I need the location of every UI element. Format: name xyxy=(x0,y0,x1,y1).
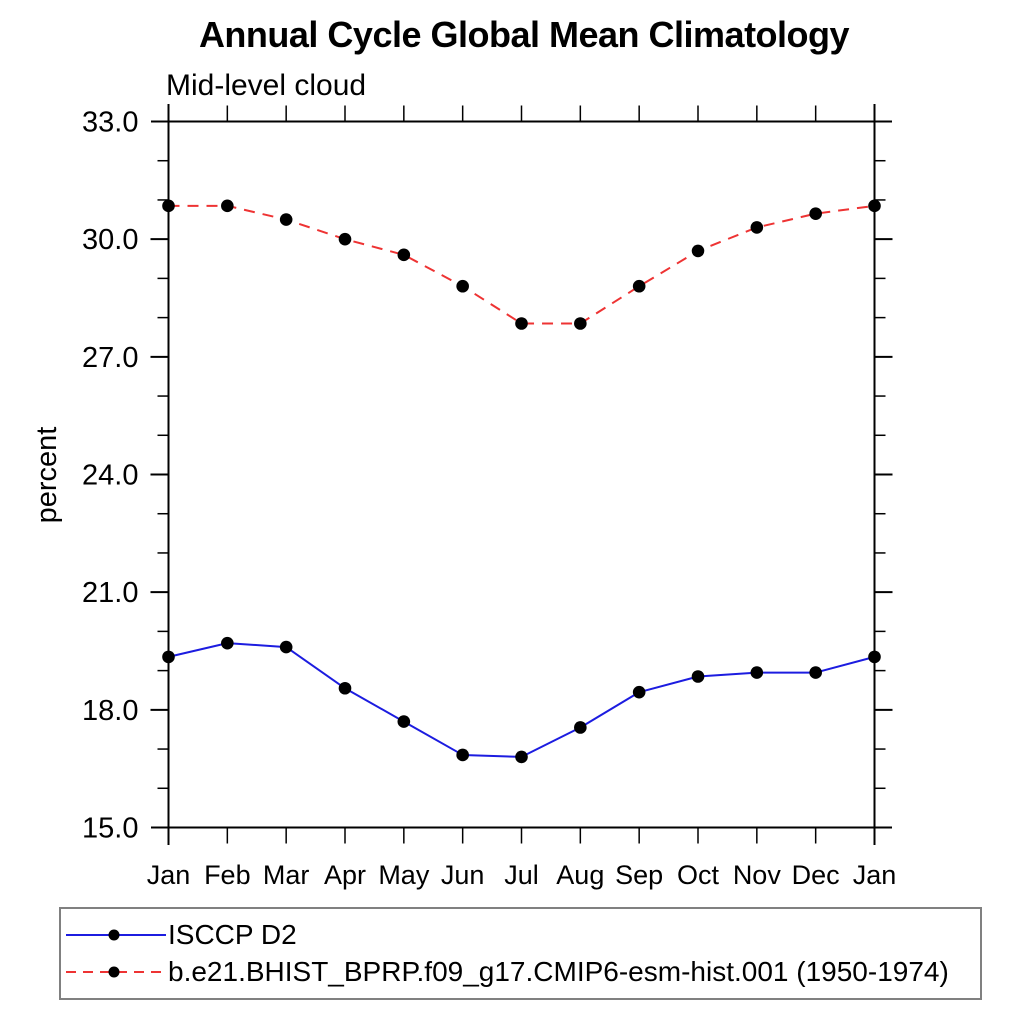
legend-label: ISCCP D2 xyxy=(168,919,297,950)
data-point-marker-s1 xyxy=(809,207,822,220)
data-point-marker-s1 xyxy=(691,244,705,258)
data-point-marker-s1 xyxy=(456,279,469,293)
series-line-0 xyxy=(168,642,875,758)
y-tick-label: 24.0 xyxy=(82,460,138,492)
data-point-marker-s1 xyxy=(397,248,411,262)
x-tick-label: Feb xyxy=(204,860,251,890)
x-tick-label: Sep xyxy=(615,860,663,890)
chart-subtitle: Mid-level cloud xyxy=(166,69,367,102)
y-tick-label: 27.0 xyxy=(82,342,138,374)
x-tick-label: Oct xyxy=(677,860,720,890)
x-tick-label: Mar xyxy=(263,860,310,890)
data-point-marker-s0 xyxy=(456,748,469,762)
x-tick-label: Dec xyxy=(792,860,840,890)
data-point-marker-s1 xyxy=(221,199,234,213)
data-point-marker-s0 xyxy=(221,636,234,650)
y-tick-label: 18.0 xyxy=(82,695,138,727)
data-point-marker-s1 xyxy=(279,213,293,226)
y-tick-label: 30.0 xyxy=(82,224,138,256)
data-point-marker-s0 xyxy=(632,685,646,699)
chart-title: Annual Cycle Global Mean Climatology xyxy=(198,14,850,55)
data-point-marker-s0 xyxy=(279,640,293,654)
x-tick-label: Apr xyxy=(324,860,366,890)
legend-marker-icon xyxy=(108,966,120,978)
y-tick-label: 33.0 xyxy=(82,107,138,139)
data-point-marker-s0 xyxy=(750,666,764,679)
data-point-marker-s1 xyxy=(574,317,587,330)
series-line-1 xyxy=(168,204,875,325)
x-tick-label: Jan xyxy=(853,860,897,890)
x-tick-label: Jul xyxy=(504,860,539,890)
y-tick-label: 15.0 xyxy=(82,813,138,845)
data-point-marker-s1 xyxy=(338,232,352,246)
data-point-marker-s0 xyxy=(574,721,587,734)
x-tick-label: Nov xyxy=(733,860,782,890)
data-point-marker-s0 xyxy=(162,650,175,664)
data-point-marker-s0 xyxy=(338,681,352,695)
legend-line-sample-dashed xyxy=(66,966,166,978)
data-point-marker-s0 xyxy=(515,750,528,764)
legend-label: b.e21.BHIST_BPRP.f09_g17.CMIP6-esm-hist.… xyxy=(168,956,949,987)
legend-item-model: b.e21.BHIST_BPRP.f09_g17.CMIP6-esm-hist.… xyxy=(66,957,949,987)
chart-legend: ISCCP D2 b.e21.BHIST_BPRP.f09_g17.CMIP6-… xyxy=(59,907,982,1000)
x-tick-label: Jan xyxy=(147,860,191,890)
legend-item-isccp: ISCCP D2 xyxy=(66,920,297,950)
data-point-marker-s0 xyxy=(868,650,881,664)
legend-marker-icon xyxy=(108,929,120,941)
data-point-marker-s0 xyxy=(397,715,411,728)
data-point-marker-s1 xyxy=(868,199,881,213)
data-point-marker-s1 xyxy=(515,317,528,330)
data-point-marker-s0 xyxy=(691,670,705,683)
legend-line-sample-solid xyxy=(66,929,166,941)
data-point-marker-s0 xyxy=(809,666,822,679)
y-tick-label: 21.0 xyxy=(82,577,138,609)
x-tick-label: May xyxy=(378,860,430,890)
x-tick-label: Jun xyxy=(441,860,485,890)
data-point-marker-s1 xyxy=(750,221,764,234)
x-tick-label: Aug xyxy=(556,860,604,890)
data-point-marker-s1 xyxy=(162,199,175,213)
data-point-marker-s1 xyxy=(632,279,646,293)
